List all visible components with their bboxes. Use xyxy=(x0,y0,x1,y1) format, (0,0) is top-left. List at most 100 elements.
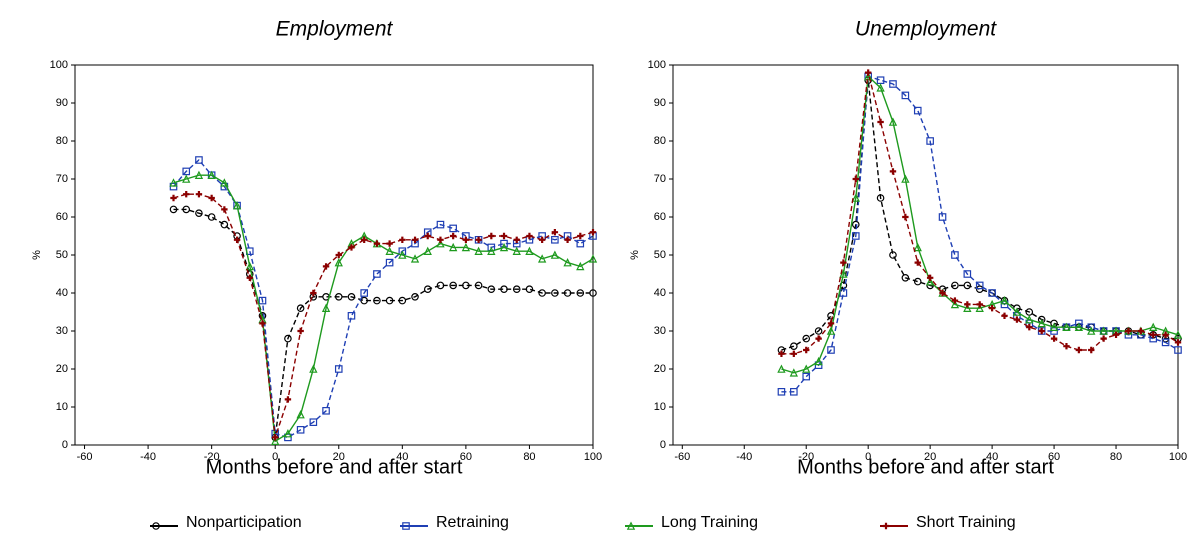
point xyxy=(790,388,798,396)
point xyxy=(777,388,786,396)
point xyxy=(1087,326,1096,335)
point xyxy=(195,209,203,218)
point xyxy=(449,232,457,240)
point xyxy=(876,83,885,92)
point xyxy=(802,334,811,343)
point xyxy=(925,277,935,286)
y-tick-label: 20 xyxy=(56,363,68,375)
point xyxy=(1174,339,1182,346)
point xyxy=(1012,307,1022,316)
point xyxy=(334,258,343,267)
point xyxy=(1050,335,1058,342)
point xyxy=(309,418,318,427)
x-tick-label: 80 xyxy=(523,451,535,463)
x-axis-label: Months before and after start xyxy=(797,456,1054,478)
point xyxy=(246,274,253,281)
point xyxy=(449,224,457,233)
point xyxy=(272,434,279,441)
x-tick-label: 80 xyxy=(1110,451,1122,463)
point xyxy=(889,80,897,88)
point xyxy=(461,242,471,252)
point xyxy=(283,429,293,438)
point xyxy=(182,205,191,214)
point xyxy=(182,174,191,183)
point xyxy=(888,117,898,126)
point xyxy=(386,240,393,247)
point xyxy=(840,259,847,266)
point xyxy=(499,242,509,252)
point xyxy=(789,368,798,377)
point xyxy=(411,236,419,243)
point xyxy=(551,289,559,297)
point xyxy=(360,289,368,297)
point xyxy=(1099,326,1108,335)
point xyxy=(814,327,823,335)
point xyxy=(436,281,445,290)
point xyxy=(488,232,495,240)
point xyxy=(1100,335,1107,342)
chart-title: Unemployment xyxy=(855,18,997,41)
point xyxy=(411,292,419,301)
x-tick-label: 100 xyxy=(584,451,602,463)
point xyxy=(926,274,934,281)
point xyxy=(402,522,410,530)
point xyxy=(1000,296,1009,305)
y-tick-label: 80 xyxy=(654,135,666,147)
point xyxy=(462,281,470,290)
x-tick-label: -60 xyxy=(674,451,690,463)
point xyxy=(373,296,381,305)
point xyxy=(1125,327,1132,335)
point xyxy=(1088,346,1095,354)
point xyxy=(385,246,394,255)
point xyxy=(1074,322,1084,331)
point xyxy=(347,292,356,301)
y-tick-label: 60 xyxy=(56,211,68,223)
point xyxy=(1063,343,1070,350)
point xyxy=(963,281,972,290)
y-tick-label: 90 xyxy=(56,97,68,109)
point xyxy=(588,254,598,263)
point xyxy=(526,232,533,240)
point xyxy=(183,191,190,198)
y-tick-label: 0 xyxy=(62,439,68,451)
point xyxy=(423,246,432,255)
point xyxy=(827,346,835,354)
x-tick-label: 40 xyxy=(396,451,408,463)
y-tick-label: 30 xyxy=(56,325,68,337)
y-tick-label: 30 xyxy=(654,325,666,337)
y-tick-label: 100 xyxy=(50,59,68,71)
point xyxy=(474,281,483,290)
y-tick-label: 40 xyxy=(654,287,666,299)
point xyxy=(876,194,885,202)
point xyxy=(284,396,292,403)
point xyxy=(373,240,381,247)
point xyxy=(208,194,215,202)
point xyxy=(563,289,572,297)
point xyxy=(1174,346,1182,354)
point xyxy=(1049,322,1059,331)
point xyxy=(950,299,960,309)
point xyxy=(1162,331,1169,338)
x-tick-label: 20 xyxy=(333,451,345,463)
y-tick-label: 20 xyxy=(654,363,666,375)
legend-label: Nonparticipation xyxy=(186,514,302,531)
legend-label: Short Training xyxy=(916,514,1016,531)
point xyxy=(889,168,897,175)
point xyxy=(152,522,160,530)
x-tick-label: 60 xyxy=(1048,451,1060,463)
point xyxy=(398,296,407,305)
x-tick-label: 0 xyxy=(272,451,278,463)
point xyxy=(1037,318,1046,328)
point xyxy=(385,258,394,267)
point xyxy=(975,281,984,290)
point xyxy=(475,236,482,243)
point xyxy=(512,246,521,255)
y-tick-label: 60 xyxy=(654,211,666,223)
point xyxy=(827,320,835,327)
point xyxy=(988,305,996,312)
point xyxy=(913,106,922,115)
point xyxy=(348,244,355,251)
point xyxy=(576,239,585,248)
point xyxy=(1026,324,1033,331)
point xyxy=(525,246,534,255)
